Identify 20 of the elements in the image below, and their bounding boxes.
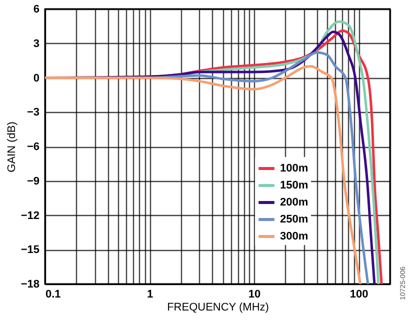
y-tick-label: 6 bbox=[33, 4, 40, 16]
y-tick-label: 3 bbox=[33, 38, 40, 50]
x-tick-label: 0.1 bbox=[46, 288, 61, 300]
y-tick-label: −9 bbox=[26, 175, 40, 188]
x-axis-title: FREQUENCY (MHz) bbox=[167, 302, 269, 314]
y-tick-label: −6 bbox=[26, 141, 40, 153]
legend-label: 250m bbox=[280, 214, 308, 226]
legend-label: 200m bbox=[280, 196, 308, 208]
y-tick-label: −18 bbox=[20, 278, 40, 290]
x-tick-label: 100 bbox=[350, 288, 368, 300]
y-axis-title: GAIN (dB) bbox=[6, 122, 18, 172]
y-tick-label: 0 bbox=[33, 72, 40, 84]
legend-label: 100m bbox=[280, 162, 308, 174]
y-tick-label: −3 bbox=[26, 106, 40, 119]
y-tick-label: −12 bbox=[20, 210, 40, 222]
x-tick-label: 1 bbox=[146, 288, 154, 300]
x-tick-label: 10 bbox=[248, 288, 261, 300]
legend-label: 150m bbox=[280, 180, 308, 192]
legend-label: 300m bbox=[280, 230, 308, 242]
y-tick-label: −15 bbox=[20, 244, 40, 256]
